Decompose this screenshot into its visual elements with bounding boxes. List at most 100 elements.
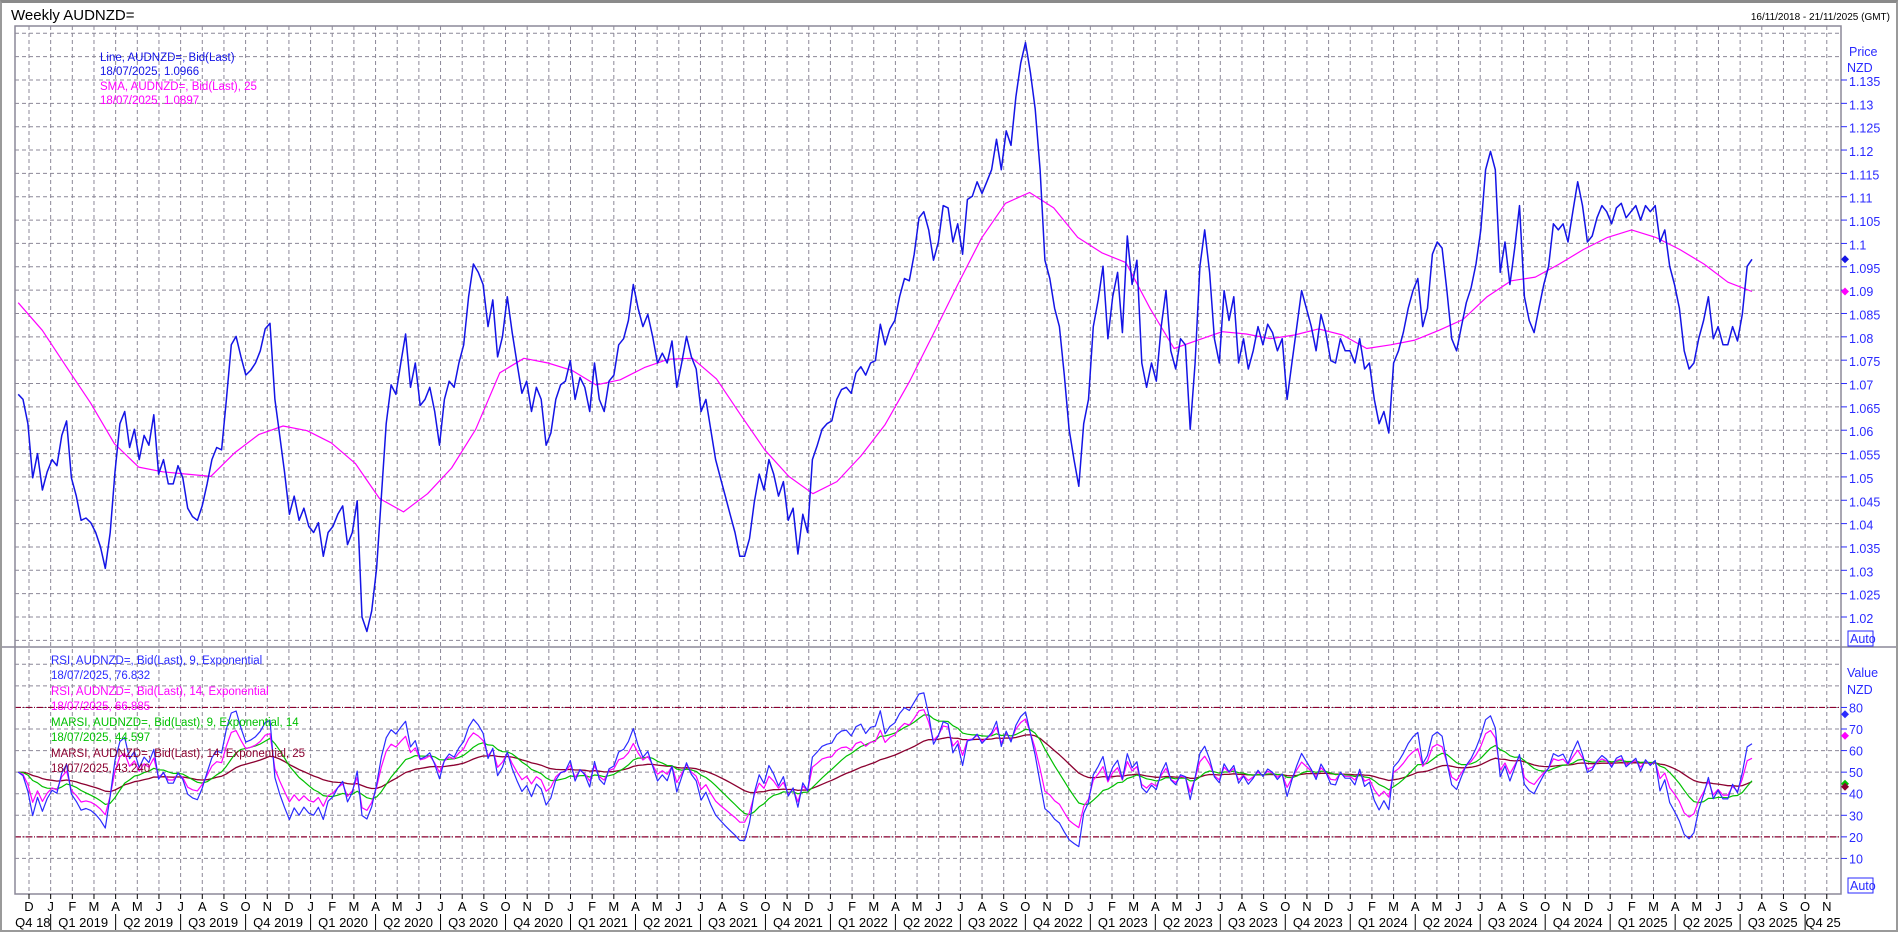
month-label: A [1671, 899, 1680, 914]
quarter-label: Q3 2023 [1228, 915, 1278, 930]
month-label: D [284, 899, 293, 914]
price-tick-label: 1.135 [1849, 75, 1880, 89]
month-label: D [544, 899, 553, 914]
legend-rsi14-name: RSI, AUDNZD=, Bid(Last), 14, Exponential [51, 686, 269, 698]
quarter-label: Q4 18 [15, 915, 50, 930]
legend-marsi14-value: 18/07/2025, 43.240 [51, 763, 150, 775]
quarter-label: Q2 2023 [1163, 915, 1213, 930]
month-label: J [1477, 899, 1484, 914]
price-auto-button[interactable]: Auto [1847, 630, 1876, 647]
month-label: J [1217, 899, 1224, 914]
quarter-label: Q2 2025 [1683, 915, 1733, 930]
grid [15, 26, 1841, 894]
month-label: M [1431, 899, 1442, 914]
month-label: A [1498, 899, 1507, 914]
legend-price-name: Line, AUDNZD=, Bid(Last) [100, 52, 235, 64]
price-tick-label: 1.045 [1849, 495, 1880, 509]
month-label: O [760, 899, 770, 914]
price-axis-title: Price [1849, 45, 1878, 59]
date-range: 16/11/2018 - 21/11/2025 (GMT) [1750, 12, 1890, 23]
quarter-label: Q1 2021 [578, 915, 628, 930]
quarter-label: Q1 2025 [1618, 915, 1668, 930]
month-label: A [891, 899, 900, 914]
month-label: M [1388, 899, 1399, 914]
month-label: M [1691, 899, 1702, 914]
legend-marsi9-value: 18/07/2025, 44.597 [51, 732, 150, 744]
legend-sma-value: 18/07/2025, 1.0897 [100, 95, 199, 107]
quarter-label: Q3 2020 [448, 915, 498, 930]
quarter-label: Q1 2022 [838, 915, 888, 930]
plot-frame [14, 25, 1842, 895]
month-label: J [47, 899, 54, 914]
quarter-label: Q2 2022 [903, 915, 953, 930]
month-label: J [827, 899, 834, 914]
month-label: J [1607, 899, 1614, 914]
quarter-label: Q3 2022 [968, 915, 1018, 930]
month-label: J [156, 899, 163, 914]
month-label: F [328, 899, 336, 914]
price-tick-label: 1.095 [1849, 262, 1880, 276]
month-label: M [868, 899, 879, 914]
legend-rsi9-value: 18/07/2025, 76.832 [51, 670, 150, 682]
indicator-tick-label: 20 [1849, 831, 1863, 845]
month-label: A [111, 899, 120, 914]
month-label: J [1737, 899, 1744, 914]
price-tick-label: 1.11 [1849, 192, 1872, 206]
month-label: N [1822, 899, 1831, 914]
month-label: A [1151, 899, 1160, 914]
month-label: N [1562, 899, 1571, 914]
quarter-label: Q2 2024 [1423, 915, 1473, 930]
legend: Line, AUDNZD=, Bid(Last) 18/07/2025, 1.0… [51, 52, 305, 775]
month-label: N [1042, 899, 1051, 914]
auto-button-frame[interactable] [1847, 630, 1874, 647]
quarter-label: Q4 2023 [1293, 915, 1343, 930]
price-tick-label: 1.05 [1849, 472, 1873, 486]
month-label: A [631, 899, 640, 914]
rsi9-line [17, 692, 1753, 848]
month-label: M [1172, 899, 1183, 914]
price-tick-label: 1.12 [1849, 145, 1873, 159]
price-axis-unit: NZD [1847, 61, 1873, 75]
month-label: O [241, 899, 251, 914]
month-label: S [739, 899, 748, 914]
quarter-label: Q1 2019 [58, 915, 108, 930]
month-label: J [567, 899, 574, 914]
quarter-label: Q2 2021 [643, 915, 693, 930]
auto-button-label[interactable]: Auto [1850, 879, 1876, 893]
chart-title: Weekly AUDNZD= [11, 7, 135, 24]
price-line [17, 41, 1753, 633]
month-label: S [1259, 899, 1268, 914]
price-tick-label: 1.085 [1849, 308, 1880, 322]
month-label: J [1347, 899, 1354, 914]
indicator-tick-label: 60 [1849, 745, 1863, 759]
indicator-axis-title: Value [1847, 666, 1878, 680]
indicator-auto-button[interactable]: Auto [1847, 877, 1876, 894]
price-tick-label: 1.07 [1849, 379, 1873, 393]
legend-marsi9-name: MARSI, AUDNZD=, Bid(Last), 9, Exponentia… [51, 717, 299, 729]
month-label: A [371, 899, 380, 914]
price-tick-label: 1.115 [1849, 168, 1879, 182]
month-label: J [416, 899, 423, 914]
month-label: J [437, 899, 444, 914]
quarter-label: Q1 2020 [318, 915, 368, 930]
auto-button-label[interactable]: Auto [1850, 632, 1876, 646]
quarter-label: Q4 2024 [1553, 915, 1603, 930]
month-label: J [177, 899, 184, 914]
month-label: O [1280, 899, 1290, 914]
month-label: F [588, 899, 596, 914]
quarter-label: Q3 2021 [708, 915, 758, 930]
price-tick-label: 1.02 [1849, 612, 1873, 626]
month-label: N [782, 899, 791, 914]
legend-rsi14-value: 18/07/2025, 66.885 [51, 701, 150, 713]
marsi14-last-marker [1841, 782, 1849, 791]
quarter-label: Q4 2021 [773, 915, 823, 930]
month-label: M [1128, 899, 1139, 914]
price-tick-label: 1.04 [1849, 519, 1873, 533]
month-label: A [458, 899, 467, 914]
panel-frames [2, 25, 1896, 895]
indicator-tick-label: 70 [1849, 723, 1863, 737]
quarter-label: Q4 25 [1805, 915, 1840, 930]
auto-button-frame[interactable] [1847, 877, 1874, 894]
